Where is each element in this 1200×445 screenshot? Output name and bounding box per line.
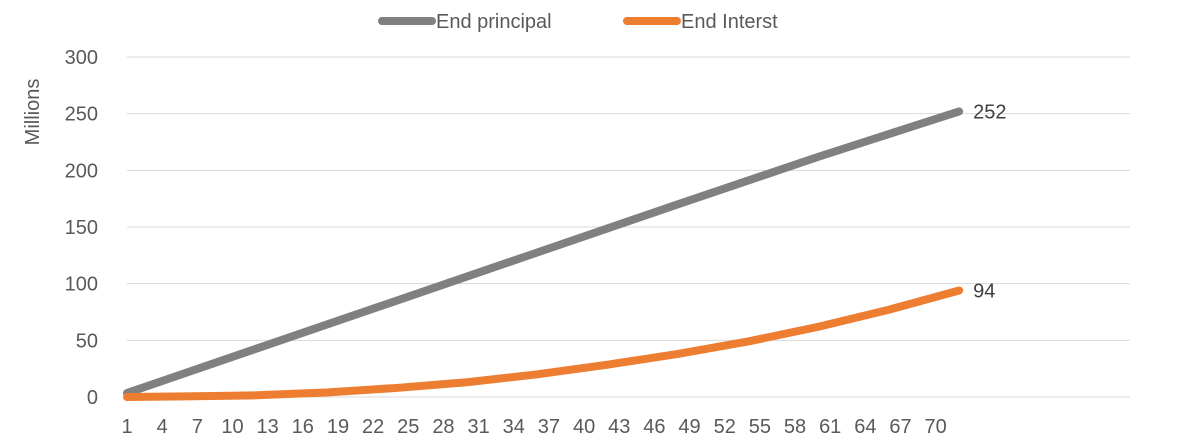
legend-label-end-principal: End principal <box>436 11 552 33</box>
x-tick-label: 28 <box>432 416 454 438</box>
y-tick-label: 0 <box>87 387 98 409</box>
y-tick-label: 200 <box>65 160 98 182</box>
x-tick-label: 34 <box>503 416 525 438</box>
x-tick-label: 19 <box>327 416 349 438</box>
x-tick-label: 70 <box>925 416 947 438</box>
x-tick-label: 49 <box>678 416 700 438</box>
x-tick-label: 10 <box>221 416 243 438</box>
y-axis-title: Millions <box>22 79 44 146</box>
series-line-end-interst <box>123 286 964 401</box>
x-tick-label: 22 <box>362 416 384 438</box>
x-axis-ticks: 1 4 7 10 13 16 19 22 25 28 31 34 37 40 43 46 49 52 55 58 61 6… <box>121 416 946 438</box>
x-tick-label: 67 <box>889 416 911 438</box>
x-tick-label: 7 <box>192 416 203 438</box>
x-tick-label: 25 <box>397 416 419 438</box>
x-tick-label: 1 <box>121 416 132 438</box>
y-axis-ticks: 0 50 100 150 200 250 300 <box>65 47 98 409</box>
legend: End principal End Interst <box>378 11 778 33</box>
y-tick-label: 50 <box>76 330 98 352</box>
y-tick-label: 100 <box>65 274 98 296</box>
x-tick-label: 55 <box>749 416 771 438</box>
x-tick-label: 37 <box>538 416 560 438</box>
x-tick-label: 4 <box>157 416 168 438</box>
x-tick-label: 46 <box>643 416 665 438</box>
data-label-end-interst: 94 <box>973 280 995 302</box>
x-tick-label: 13 <box>257 416 279 438</box>
x-tick-label: 64 <box>854 416 876 438</box>
x-tick-label: 52 <box>714 416 736 438</box>
x-tick-label: 43 <box>608 416 630 438</box>
x-tick-label: 16 <box>292 416 314 438</box>
series-line-end-principal <box>123 107 964 398</box>
x-tick-label: 58 <box>784 416 806 438</box>
y-tick-label: 250 <box>65 104 98 126</box>
y-tick-label: 150 <box>65 217 98 239</box>
legend-label-end-interst: End Interst <box>681 11 778 33</box>
x-tick-label: 31 <box>467 416 489 438</box>
data-label-end-principal: 252 <box>973 101 1006 123</box>
end-labels: 252 94 <box>973 101 1006 302</box>
x-tick-label: 61 <box>819 416 841 438</box>
series-lines <box>123 107 964 401</box>
y-tick-label: 300 <box>65 47 98 69</box>
x-tick-label: 40 <box>573 416 595 438</box>
